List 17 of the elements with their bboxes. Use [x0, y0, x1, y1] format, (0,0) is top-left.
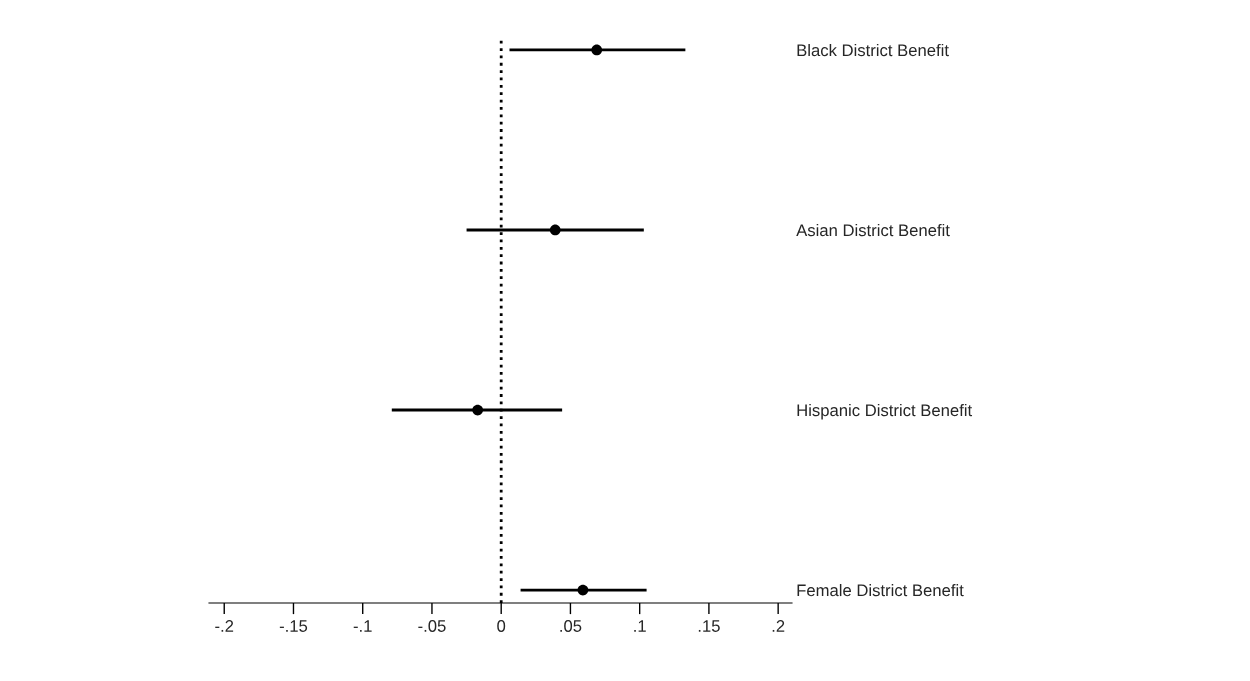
x-tick-label: .2 [772, 620, 785, 632]
x-tick-label: .15 [698, 620, 720, 632]
x-tick-label: -.05 [418, 620, 446, 632]
y-tick-label: Hispanic District Benefit [797, 403, 973, 420]
x-tick-label: -.2 [215, 620, 234, 632]
point [549, 224, 561, 236]
x-tick-label: -.1 [353, 620, 372, 632]
point [472, 404, 484, 416]
x-tick-label: .05 [560, 620, 582, 632]
point [577, 584, 589, 596]
y-tick-label: Asian District Benefit [796, 223, 950, 237]
x-tick-label: -.15 [279, 620, 308, 632]
x-tick-label: 0 [497, 620, 506, 632]
point [591, 44, 603, 56]
x-tick-label: .1 [634, 620, 646, 632]
y-tick-label: Female District Benefit [797, 584, 964, 597]
y-tick-label: Black District Benefit [797, 43, 949, 57]
